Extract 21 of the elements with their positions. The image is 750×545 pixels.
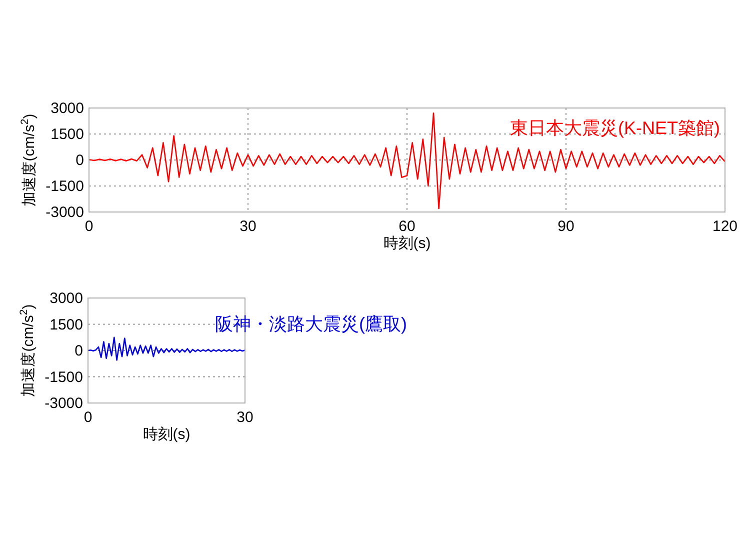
line-series — [87, 336, 246, 361]
x-tick-label: 30 — [236, 409, 254, 426]
y-tick-label: 0 — [76, 152, 84, 169]
x-axis-title: 時刻(s) — [383, 235, 431, 252]
line-series — [88, 112, 726, 210]
y-tick-label: -1500 — [46, 178, 84, 195]
y-tick-label: 3000 — [50, 290, 83, 307]
series-label: 阪神・淡路大震災(鷹取) — [215, 314, 407, 334]
x-tick-label: 120 — [712, 218, 738, 235]
y-tick-label: 0 — [74, 342, 83, 360]
y-tick-label: 3000 — [50, 100, 84, 117]
y-tick-label: -3000 — [44, 395, 83, 412]
x-tick-label: 60 — [398, 218, 416, 235]
series-label: 東日本大震災(K-NET築館) — [510, 118, 720, 138]
y-tick-label: 1500 — [50, 316, 83, 334]
x-tick-label: 30 — [240, 218, 256, 235]
y-tick-label: -3000 — [46, 204, 84, 221]
y-tick-label: 1500 — [50, 126, 84, 143]
y-tick-label: -1500 — [44, 368, 83, 386]
x-tick-label: 90 — [558, 218, 574, 235]
x-axis-title: 時刻(s) — [142, 426, 190, 443]
